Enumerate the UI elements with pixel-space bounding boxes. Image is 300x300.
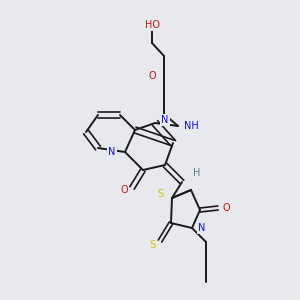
Text: H: H xyxy=(193,168,201,178)
Text: S: S xyxy=(149,240,155,250)
Text: S: S xyxy=(157,189,163,199)
Text: NH: NH xyxy=(184,121,198,131)
Text: N: N xyxy=(108,147,116,157)
Text: N: N xyxy=(198,223,206,233)
Text: N: N xyxy=(161,115,169,125)
Text: O: O xyxy=(120,185,128,195)
Text: O: O xyxy=(148,71,156,81)
Text: O: O xyxy=(222,203,230,213)
Text: HO: HO xyxy=(145,20,160,30)
